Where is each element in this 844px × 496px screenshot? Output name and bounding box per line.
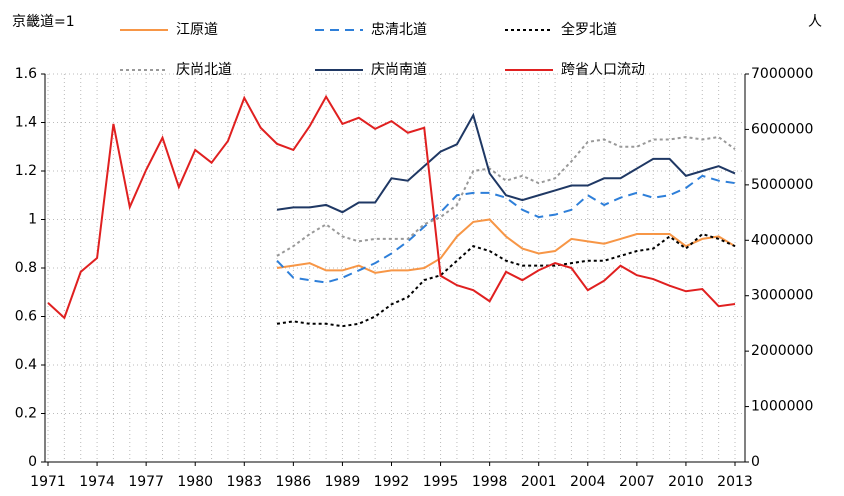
series-line	[276, 218, 736, 274]
y-tick-label: 1.2	[15, 163, 37, 179]
y-tick-label: 0.6	[15, 309, 37, 325]
x-tick-label: 1974	[79, 474, 115, 490]
y2-tick-label: 7000000	[751, 66, 813, 82]
y-tick-label: 0.4	[15, 357, 37, 373]
y-tick-label: 1.6	[15, 66, 37, 82]
y-axis-label: 京畿道=1	[12, 14, 75, 30]
x-tick-label: 1992	[374, 474, 410, 490]
x-tick-label: 1983	[226, 474, 262, 490]
x-tick-label: 2001	[521, 474, 557, 490]
x-tick-label: 1977	[128, 474, 164, 490]
series-line	[276, 232, 736, 328]
series-line	[276, 136, 736, 257]
y-tick-label: 0.8	[15, 260, 37, 276]
y-tick-label: 1	[28, 212, 37, 228]
x-tick-label: 1971	[30, 474, 66, 490]
y2-tick-label: 2000000	[751, 343, 813, 359]
legend-label: 庆尚南道	[371, 62, 427, 78]
series-line	[276, 174, 736, 284]
y2-tick-label: 3000000	[751, 288, 813, 304]
series-line	[276, 112, 736, 214]
x-tick-label: 2013	[717, 474, 753, 490]
x-tick-label: 1980	[177, 474, 213, 490]
y-tick-label: 0.2	[15, 406, 37, 422]
legend-label: 跨省人口流动	[561, 62, 645, 78]
series-line	[47, 94, 736, 320]
x-tick-label: 2010	[668, 474, 704, 490]
x-tick-label: 1995	[423, 474, 459, 490]
y2-tick-label: 6000000	[751, 121, 813, 137]
x-tick-label: 2007	[619, 474, 655, 490]
y2-tick-label: 5000000	[751, 177, 813, 193]
x-tick-label: 1998	[472, 474, 508, 490]
legend-label: 庆尚北道	[176, 62, 232, 78]
legend-label: 江原道	[176, 22, 218, 38]
y2-tick-label: 4000000	[751, 232, 813, 248]
y2-tick-label: 0	[751, 454, 760, 470]
y-tick-label: 1.4	[15, 115, 37, 131]
x-tick-label: 2004	[570, 474, 606, 490]
y-tick-label: 0	[28, 454, 37, 470]
y2-tick-label: 1000000	[751, 399, 813, 415]
legend-label: 全罗北道	[561, 21, 617, 38]
legend-label: 忠清北道	[371, 22, 427, 38]
x-tick-label: 1986	[276, 474, 312, 490]
y2-axis-label: 人	[808, 14, 822, 30]
x-tick-label: 1989	[325, 474, 361, 490]
